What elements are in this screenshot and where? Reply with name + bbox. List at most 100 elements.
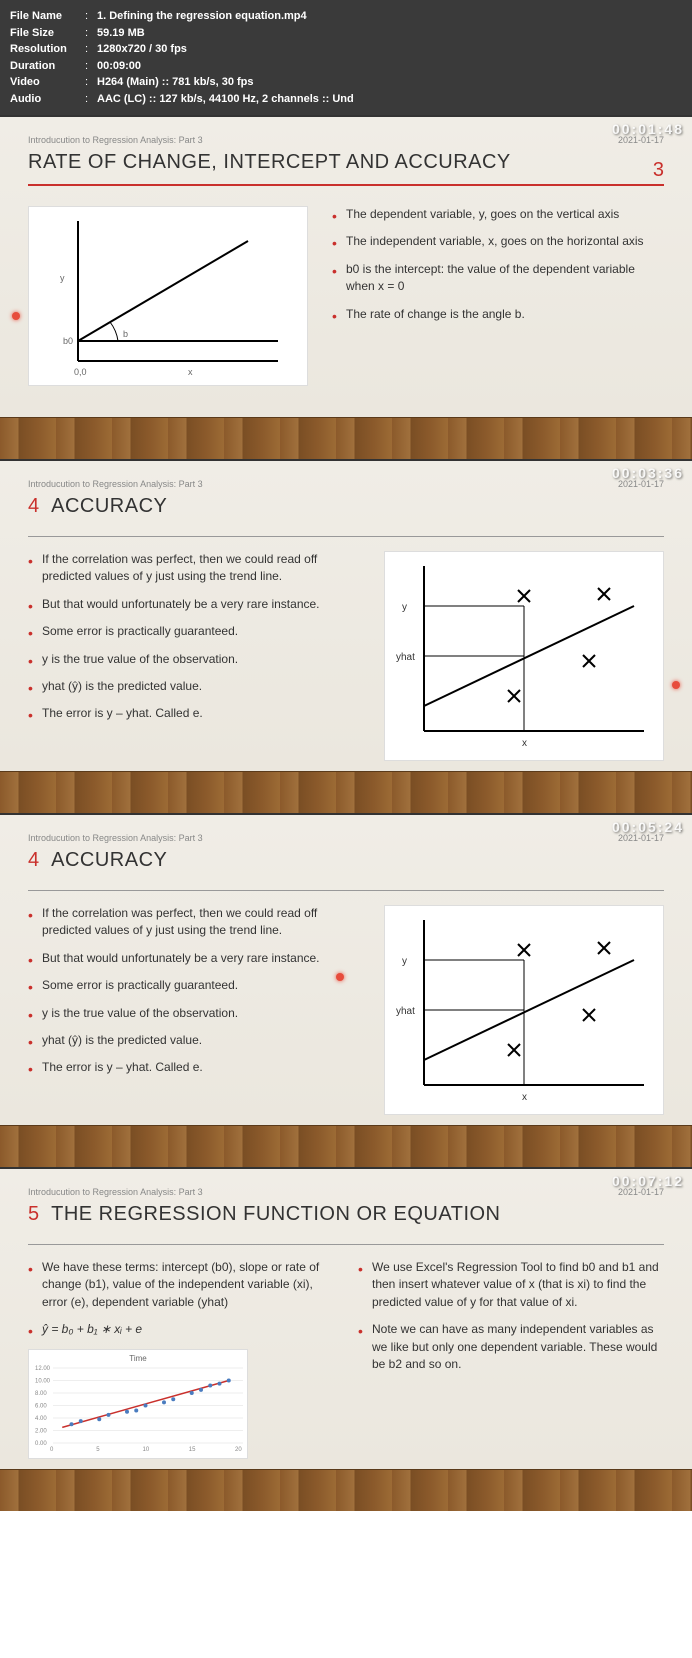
svg-text:2.00: 2.00 bbox=[35, 1428, 47, 1434]
meta-row: Duration:00:09:00 bbox=[10, 58, 682, 75]
video-timestamp: 00:03:36 bbox=[612, 465, 684, 481]
slide: 00:03:36 Introducution to Regression Ana… bbox=[0, 459, 692, 813]
meta-separator: : bbox=[85, 8, 97, 25]
meta-value: AAC (LC) :: 127 kb/s, 44100 Hz, 2 channe… bbox=[97, 91, 682, 108]
svg-text:b: b bbox=[123, 329, 128, 339]
bullet-item: y is the true value of the observation. bbox=[28, 651, 360, 668]
scatter-chart: y yhat x bbox=[394, 910, 654, 1110]
laser-pointer-icon bbox=[672, 681, 680, 689]
svg-text:x: x bbox=[188, 367, 193, 377]
intercept-chart: y b0 b 0,0 x bbox=[48, 211, 288, 381]
chart-container: y b0 b 0,0 x bbox=[28, 206, 308, 386]
title-divider bbox=[28, 890, 664, 891]
laser-pointer-icon bbox=[12, 312, 20, 320]
meta-separator: : bbox=[85, 74, 97, 91]
tiny-chart-container: Time 0.002.004.006.008.0010.0012.0005101… bbox=[28, 1349, 248, 1459]
svg-text:yhat: yhat bbox=[396, 1006, 415, 1017]
bullet-item: b0 is the intercept: the value of the de… bbox=[332, 261, 664, 296]
wood-floor-decoration bbox=[0, 771, 692, 813]
meta-label: File Name bbox=[10, 8, 85, 25]
svg-text:8.00: 8.00 bbox=[35, 1391, 47, 1397]
meta-separator: : bbox=[85, 41, 97, 58]
meta-value: 00:09:00 bbox=[97, 58, 682, 75]
bullet-item: The rate of change is the angle b. bbox=[332, 306, 664, 323]
bullet-item: The error is y – yhat. Called e. bbox=[28, 705, 360, 722]
slide-title: THE REGRESSION FUNCTION OR EQUATION bbox=[51, 1203, 500, 1226]
slide-subtitle: Introducution to Regression Analysis: Pa… bbox=[28, 135, 664, 145]
meta-separator: : bbox=[85, 25, 97, 42]
slide-subtitle: Introducution to Regression Analysis: Pa… bbox=[28, 833, 664, 843]
svg-text:y: y bbox=[402, 602, 407, 613]
slide-title: RATE OF CHANGE, INTERCEPT AND ACCURACY bbox=[28, 151, 664, 174]
svg-text:4.00: 4.00 bbox=[35, 1416, 47, 1422]
bullet-item: The independent variable, x, goes on the… bbox=[332, 233, 664, 250]
meta-value: 1280x720 / 30 fps bbox=[97, 41, 682, 58]
video-timestamp: 00:01:48 bbox=[612, 121, 684, 137]
bullet-item: We use Excel's Regression Tool to find b… bbox=[358, 1259, 664, 1311]
bullet-item: y is the true value of the observation. bbox=[28, 1005, 360, 1022]
bullet-item: But that would unfortunately be a very r… bbox=[28, 950, 360, 967]
meta-row: Resolution:1280x720 / 30 fps bbox=[10, 41, 682, 58]
bullet-list: We use Excel's Regression Tool to find b… bbox=[358, 1259, 664, 1373]
svg-text:0,0: 0,0 bbox=[74, 367, 87, 377]
bullet-item: Note we can have as many independent var… bbox=[358, 1321, 664, 1373]
meta-row: Video:H264 (Main) :: 781 kb/s, 30 fps bbox=[10, 74, 682, 91]
svg-text:y: y bbox=[60, 273, 65, 283]
svg-text:yhat: yhat bbox=[396, 652, 415, 663]
title-divider bbox=[28, 536, 664, 537]
slide-number: 4 bbox=[28, 849, 39, 872]
regression-equation: ŷ = b₀ + b₁ ∗ xᵢ + e bbox=[42, 1322, 142, 1336]
bullet-item: The error is y – yhat. Called e. bbox=[28, 1059, 360, 1076]
chart-container: y yhat x bbox=[384, 551, 664, 761]
svg-text:12.00: 12.00 bbox=[35, 1366, 51, 1372]
laser-pointer-icon bbox=[336, 973, 344, 981]
svg-text:x: x bbox=[522, 1092, 527, 1103]
slide: 00:07:12 Introducution to Regression Ana… bbox=[0, 1167, 692, 1511]
bullet-list: The dependent variable, y, goes on the v… bbox=[332, 206, 664, 323]
meta-label: Audio bbox=[10, 91, 85, 108]
bullet-item: Some error is practically guaranteed. bbox=[28, 977, 360, 994]
equation-bullet: ŷ = b₀ + b₁ ∗ xᵢ + e bbox=[28, 1321, 334, 1338]
meta-separator: : bbox=[85, 58, 97, 75]
bullet-item: The dependent variable, y, goes on the v… bbox=[332, 206, 664, 223]
meta-label: Resolution bbox=[10, 41, 85, 58]
svg-text:b0: b0 bbox=[63, 336, 73, 346]
slide-subtitle: Introducution to Regression Analysis: Pa… bbox=[28, 1187, 664, 1197]
bullet-item: yhat (ŷ) is the predicted value. bbox=[28, 1032, 360, 1049]
slide: 00:05:24 Introducution to Regression Ana… bbox=[0, 813, 692, 1167]
slide-title: ACCURACY bbox=[51, 495, 167, 518]
scatter-chart: y yhat x bbox=[394, 556, 654, 756]
bullet-item: If the correlation was perfect, then we … bbox=[28, 551, 360, 586]
bullet-list: If the correlation was perfect, then we … bbox=[28, 551, 360, 723]
meta-separator: : bbox=[85, 91, 97, 108]
svg-text:10.00: 10.00 bbox=[35, 1378, 51, 1384]
meta-label: Video bbox=[10, 74, 85, 91]
video-timestamp: 00:05:24 bbox=[612, 819, 684, 835]
svg-text:x: x bbox=[522, 738, 527, 749]
meta-label: Duration bbox=[10, 58, 85, 75]
meta-row: File Size:59.19 MB bbox=[10, 25, 682, 42]
slide-title: ACCURACY bbox=[51, 849, 167, 872]
tiny-chart-title: Time bbox=[33, 1354, 243, 1363]
bullet-item: yhat (ŷ) is the predicted value. bbox=[28, 678, 360, 695]
svg-text:y: y bbox=[402, 956, 407, 967]
svg-text:20: 20 bbox=[235, 1447, 242, 1453]
svg-text:10: 10 bbox=[143, 1447, 150, 1453]
video-timestamp: 00:07:12 bbox=[612, 1173, 684, 1189]
svg-text:0: 0 bbox=[50, 1447, 54, 1453]
slide-subtitle: Introducution to Regression Analysis: Pa… bbox=[28, 479, 664, 489]
bullet-item: If the correlation was perfect, then we … bbox=[28, 905, 360, 940]
wood-floor-decoration bbox=[0, 1469, 692, 1511]
slide-number: 4 bbox=[28, 495, 39, 518]
wood-floor-decoration bbox=[0, 1125, 692, 1167]
bullet-item: Some error is practically guaranteed. bbox=[28, 623, 360, 640]
svg-text:5: 5 bbox=[96, 1447, 100, 1453]
title-divider bbox=[28, 184, 664, 186]
meta-row: Audio:AAC (LC) :: 127 kb/s, 44100 Hz, 2 … bbox=[10, 91, 682, 108]
bullet-item: But that would unfortunately be a very r… bbox=[28, 596, 360, 613]
svg-text:15: 15 bbox=[189, 1447, 196, 1453]
chart-container: y yhat x bbox=[384, 905, 664, 1115]
meta-label: File Size bbox=[10, 25, 85, 42]
wood-floor-decoration bbox=[0, 417, 692, 459]
slide: 00:01:48 Introducution to Regression Ana… bbox=[0, 115, 692, 459]
